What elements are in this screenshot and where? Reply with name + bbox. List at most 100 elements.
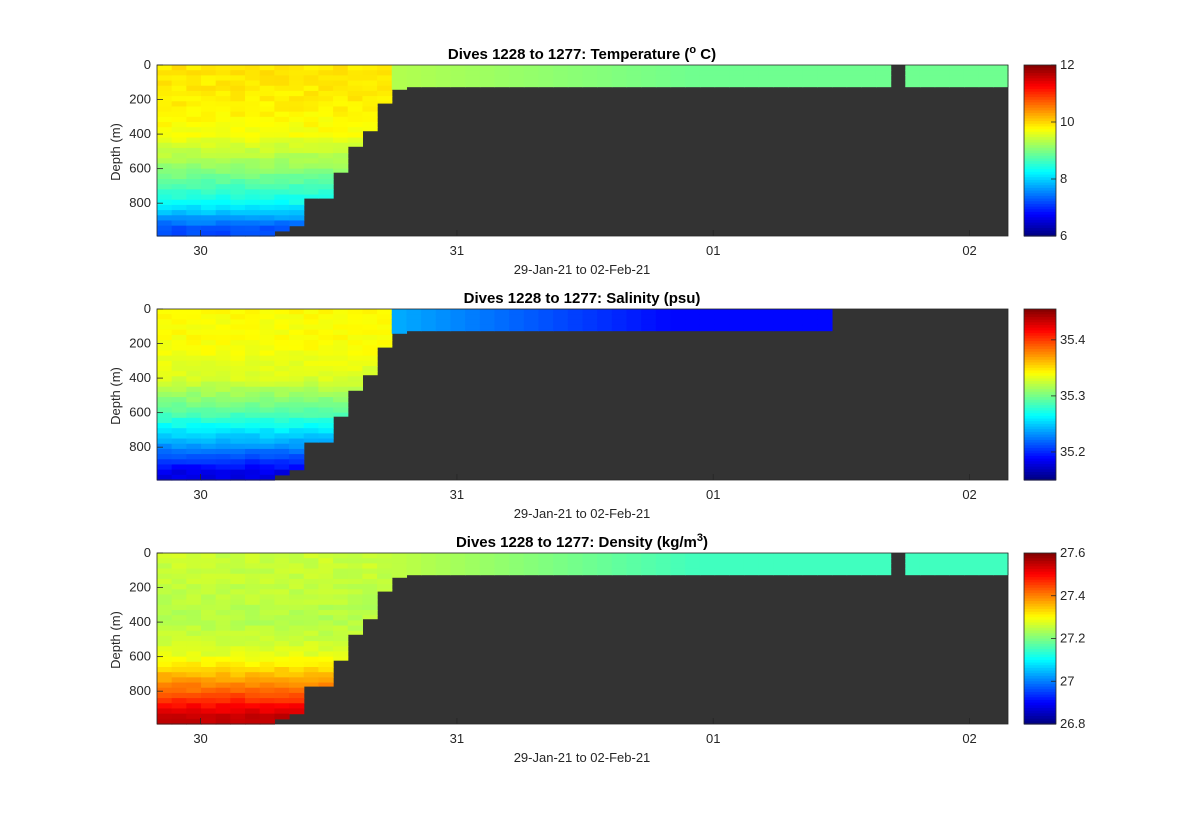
- heatmap-cell: [171, 127, 187, 133]
- heatmap-cell: [259, 360, 275, 367]
- heatmap-cell: [259, 309, 275, 315]
- heatmap-cell: [333, 85, 349, 92]
- heatmap-cell: [817, 309, 833, 315]
- heatmap-cell: [245, 407, 261, 414]
- heatmap-cell: [289, 122, 305, 128]
- colorbar-segment: [1024, 314, 1056, 318]
- heatmap-cell: [186, 407, 202, 414]
- heatmap-cell: [303, 319, 319, 326]
- temperature-panel: Dives 1228 to 1277: Temperature (o C) 02…: [108, 44, 1074, 277]
- heatmap-cell: [318, 189, 334, 196]
- heatmap-cell: [157, 402, 173, 409]
- heatmap-cell: [362, 85, 378, 92]
- heatmap-cell: [230, 610, 246, 616]
- heatmap-cell: [230, 225, 246, 232]
- heatmap-cell: [802, 553, 818, 559]
- heatmap-cell: [949, 65, 965, 71]
- heatmap-cell: [245, 718, 261, 725]
- heatmap-cell: [641, 563, 657, 570]
- heatmap-cell: [289, 604, 305, 611]
- heatmap-cell: [274, 225, 290, 232]
- heatmap-cell: [245, 168, 261, 175]
- heatmap-cell: [303, 568, 319, 575]
- heatmap-cell: [421, 329, 437, 332]
- heatmap-cell: [685, 573, 701, 576]
- heatmap-cell: [743, 563, 760, 570]
- heatmap-cell: [157, 371, 173, 377]
- heatmap-cell: [201, 194, 217, 201]
- heatmap-cell: [802, 568, 818, 575]
- heatmap-cell: [949, 553, 965, 559]
- heatmap-cell: [274, 204, 290, 211]
- heatmap-cell: [333, 412, 349, 417]
- heatmap-cell: [347, 80, 364, 87]
- heatmap-cell: [318, 116, 334, 123]
- heatmap-cell: [215, 708, 231, 715]
- heatmap-cell: [157, 469, 173, 476]
- heatmap-cell: [362, 309, 378, 315]
- heatmap-cell: [318, 661, 334, 668]
- heatmap-cell: [538, 85, 554, 88]
- heatmap-cell: [318, 137, 334, 144]
- colorbar-segment: [1024, 171, 1056, 176]
- heatmap-cell: [215, 127, 231, 133]
- heatmap-cell: [186, 391, 202, 398]
- heatmap-cell: [215, 464, 231, 471]
- heatmap-cell: [171, 96, 187, 102]
- heatmap-cell: [230, 142, 246, 149]
- heatmap-cell: [377, 563, 393, 570]
- heatmap-cell: [626, 558, 642, 564]
- heatmap-cell: [347, 558, 364, 564]
- heatmap-cell: [333, 563, 349, 570]
- heatmap-cell: [685, 80, 701, 87]
- heatmap-cell: [259, 594, 275, 601]
- colorbar-segment: [1024, 182, 1056, 186]
- heatmap-cell: [347, 584, 364, 590]
- heatmap-cell: [758, 558, 774, 564]
- heatmap-cell: [289, 386, 305, 393]
- heatmap-cell: [582, 309, 598, 315]
- heatmap-cell: [655, 314, 672, 320]
- heatmap-cell: [362, 324, 378, 331]
- heatmap-cell: [978, 65, 994, 71]
- heatmap-cell: [215, 641, 231, 647]
- heatmap-cell: [303, 345, 319, 352]
- heatmap-cell: [289, 641, 305, 647]
- heatmap-cell: [699, 85, 716, 88]
- heatmap-cell: [377, 65, 393, 71]
- heatmap-cell: [553, 558, 569, 564]
- heatmap-cell: [303, 137, 319, 144]
- heatmap-cell: [377, 314, 393, 320]
- heatmap-cell: [230, 604, 246, 611]
- heatmap-cell: [509, 65, 525, 71]
- heatmap-cell: [274, 578, 290, 585]
- heatmap-cell: [450, 80, 466, 87]
- heatmap-cell: [230, 443, 246, 450]
- heatmap-cell: [215, 122, 231, 128]
- colorbar-segment: [1024, 715, 1056, 720]
- heatmap-cell: [171, 350, 187, 357]
- heatmap-cell: [362, 584, 378, 590]
- heatmap-cell: [421, 319, 437, 326]
- heatmap-cell: [245, 75, 261, 82]
- heatmap-cell: [303, 412, 319, 419]
- heatmap-cell: [259, 703, 275, 710]
- heatmap-cell: [289, 381, 305, 388]
- heatmap-cell: [201, 469, 217, 476]
- heatmap-cell: [303, 158, 319, 165]
- colorbar-segment: [1024, 434, 1056, 438]
- heatmap-cell: [186, 553, 202, 559]
- heatmap-cell: [259, 75, 275, 82]
- heatmap-cell: [259, 563, 275, 570]
- heatmap-cell: [259, 153, 275, 159]
- heatmap-cell: [274, 677, 290, 684]
- heatmap-cell: [802, 80, 818, 87]
- heatmap-cell: [303, 667, 319, 673]
- heatmap-cell: [245, 173, 261, 180]
- heatmap-cell: [230, 677, 246, 684]
- heatmap-cell: [362, 65, 378, 71]
- heatmap-cell: [157, 610, 173, 616]
- heatmap-cell: [773, 309, 789, 315]
- heatmap-cell: [230, 204, 246, 211]
